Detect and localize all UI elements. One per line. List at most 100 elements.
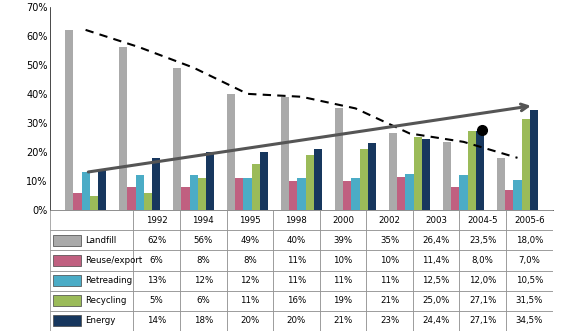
FancyBboxPatch shape [413, 230, 459, 251]
FancyBboxPatch shape [320, 210, 366, 230]
FancyBboxPatch shape [50, 251, 134, 271]
FancyBboxPatch shape [459, 311, 506, 331]
Text: Landfill: Landfill [85, 236, 116, 245]
FancyBboxPatch shape [459, 251, 506, 271]
Bar [459, 175, 467, 210]
Text: 1995: 1995 [239, 216, 261, 225]
FancyBboxPatch shape [459, 230, 506, 251]
Bar [281, 97, 289, 210]
FancyBboxPatch shape [459, 271, 506, 291]
Text: 8,0%: 8,0% [472, 256, 494, 265]
Text: 18,0%: 18,0% [516, 236, 543, 245]
FancyBboxPatch shape [180, 230, 227, 251]
Text: 10%: 10% [333, 256, 352, 265]
Bar [53, 315, 81, 326]
FancyBboxPatch shape [506, 210, 553, 230]
Text: 2004-5: 2004-5 [467, 216, 498, 225]
FancyBboxPatch shape [227, 230, 273, 251]
FancyBboxPatch shape [366, 291, 413, 311]
Bar [190, 175, 197, 210]
FancyBboxPatch shape [180, 271, 227, 291]
Text: 34,5%: 34,5% [516, 316, 543, 325]
FancyBboxPatch shape [227, 291, 273, 311]
FancyBboxPatch shape [506, 251, 553, 271]
FancyBboxPatch shape [459, 210, 506, 230]
Text: 19%: 19% [333, 296, 352, 305]
FancyBboxPatch shape [50, 291, 134, 311]
FancyBboxPatch shape [506, 230, 553, 251]
Text: 27,1%: 27,1% [469, 316, 496, 325]
Text: 11%: 11% [333, 276, 352, 285]
FancyBboxPatch shape [366, 210, 413, 230]
FancyBboxPatch shape [320, 230, 366, 251]
Bar [389, 133, 397, 210]
Text: 11%: 11% [287, 276, 306, 285]
Text: 11,4%: 11,4% [422, 256, 450, 265]
FancyBboxPatch shape [227, 311, 273, 331]
Text: 27,1%: 27,1% [469, 296, 496, 305]
Text: Retreading: Retreading [85, 276, 132, 285]
Bar [260, 152, 268, 210]
FancyBboxPatch shape [273, 311, 320, 331]
Bar [81, 172, 90, 210]
Bar [513, 180, 522, 210]
FancyBboxPatch shape [227, 271, 273, 291]
FancyBboxPatch shape [273, 230, 320, 251]
FancyBboxPatch shape [180, 311, 227, 331]
Text: 10,5%: 10,5% [516, 276, 543, 285]
Bar [136, 175, 144, 210]
FancyBboxPatch shape [366, 251, 413, 271]
Text: 25,0%: 25,0% [422, 296, 450, 305]
Text: 12%: 12% [194, 276, 213, 285]
Bar [452, 187, 459, 210]
Bar [505, 190, 513, 210]
FancyBboxPatch shape [227, 251, 273, 271]
FancyBboxPatch shape [50, 210, 134, 230]
FancyBboxPatch shape [180, 210, 227, 230]
Bar [397, 177, 406, 210]
Text: 49%: 49% [240, 236, 259, 245]
FancyBboxPatch shape [227, 210, 273, 230]
Text: 6%: 6% [150, 256, 163, 265]
Text: 2000: 2000 [332, 216, 354, 225]
Text: 35%: 35% [380, 236, 399, 245]
Text: 1994: 1994 [192, 216, 214, 225]
FancyBboxPatch shape [273, 210, 320, 230]
FancyBboxPatch shape [413, 210, 459, 230]
Bar [53, 255, 81, 266]
Bar [144, 193, 151, 210]
Text: 6%: 6% [196, 296, 210, 305]
Text: 24,4%: 24,4% [422, 316, 450, 325]
Text: 16%: 16% [287, 296, 306, 305]
Bar [98, 169, 106, 210]
Bar [151, 158, 160, 210]
FancyBboxPatch shape [506, 311, 553, 331]
Bar [227, 94, 236, 210]
Text: 40%: 40% [287, 236, 306, 245]
Text: 23,5%: 23,5% [469, 236, 496, 245]
FancyBboxPatch shape [180, 291, 227, 311]
FancyBboxPatch shape [320, 311, 366, 331]
FancyBboxPatch shape [134, 271, 180, 291]
Text: 26,4%: 26,4% [422, 236, 450, 245]
Text: 11%: 11% [240, 296, 259, 305]
FancyBboxPatch shape [50, 311, 134, 331]
Text: 2002: 2002 [379, 216, 401, 225]
FancyBboxPatch shape [134, 230, 180, 251]
Bar [476, 131, 484, 210]
Text: 20%: 20% [287, 316, 306, 325]
Bar [90, 196, 98, 210]
Bar [73, 193, 81, 210]
Bar [343, 181, 352, 210]
Bar [530, 110, 538, 210]
Bar [53, 235, 81, 246]
Bar [497, 158, 505, 210]
FancyBboxPatch shape [273, 251, 320, 271]
Bar [413, 137, 422, 210]
Text: Recycling: Recycling [85, 296, 126, 305]
FancyBboxPatch shape [366, 311, 413, 331]
Bar [443, 142, 452, 210]
Bar [181, 187, 190, 210]
Text: 62%: 62% [147, 236, 166, 245]
Bar [53, 295, 81, 306]
